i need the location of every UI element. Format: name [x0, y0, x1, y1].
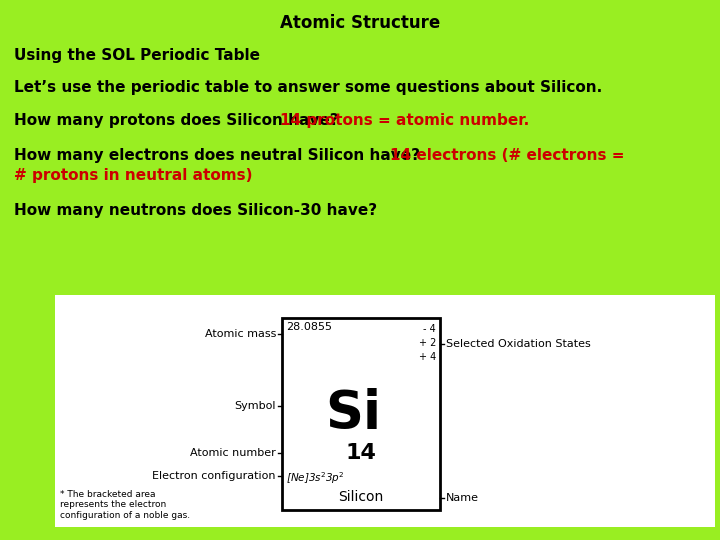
Text: Atomic mass: Atomic mass — [204, 329, 276, 339]
Text: Atomic Structure: Atomic Structure — [280, 14, 440, 32]
Text: Electron configuration: Electron configuration — [153, 471, 276, 481]
Text: Atomic number: Atomic number — [190, 448, 276, 458]
Text: * The bracketed area
represents the electron
configuration of a noble gas.: * The bracketed area represents the elec… — [60, 490, 190, 520]
Text: Name: Name — [446, 493, 479, 503]
Text: + 4: + 4 — [419, 352, 436, 362]
Text: Using the SOL Periodic Table: Using the SOL Periodic Table — [14, 48, 260, 63]
Text: Let’s use the periodic table to answer some questions about Silicon.: Let’s use the periodic table to answer s… — [14, 80, 602, 95]
Bar — [55, 295, 715, 527]
Bar — [282, 318, 440, 510]
Text: 28.0855: 28.0855 — [286, 322, 332, 332]
Text: How many electrons does neutral Silicon have?: How many electrons does neutral Silicon … — [14, 148, 426, 163]
Text: 14 protons = atomic number.: 14 protons = atomic number. — [280, 113, 529, 128]
Text: 14 electrons (# electrons =: 14 electrons (# electrons = — [390, 148, 624, 163]
Text: + 2: + 2 — [418, 338, 436, 348]
Text: Si: Si — [325, 388, 381, 440]
Text: How many neutrons does Silicon-30 have?: How many neutrons does Silicon-30 have? — [14, 203, 377, 218]
Text: Symbol: Symbol — [235, 401, 276, 411]
Text: - 4: - 4 — [423, 324, 436, 334]
Text: How many protons does Silicon have?: How many protons does Silicon have? — [14, 113, 349, 128]
Text: Selected Oxidation States: Selected Oxidation States — [446, 339, 590, 349]
Text: Silicon: Silicon — [338, 490, 384, 504]
Text: [Ne]3s$^2$3p$^2$: [Ne]3s$^2$3p$^2$ — [286, 470, 344, 486]
Text: 14: 14 — [346, 443, 377, 463]
Text: # protons in neutral atoms): # protons in neutral atoms) — [14, 168, 253, 183]
